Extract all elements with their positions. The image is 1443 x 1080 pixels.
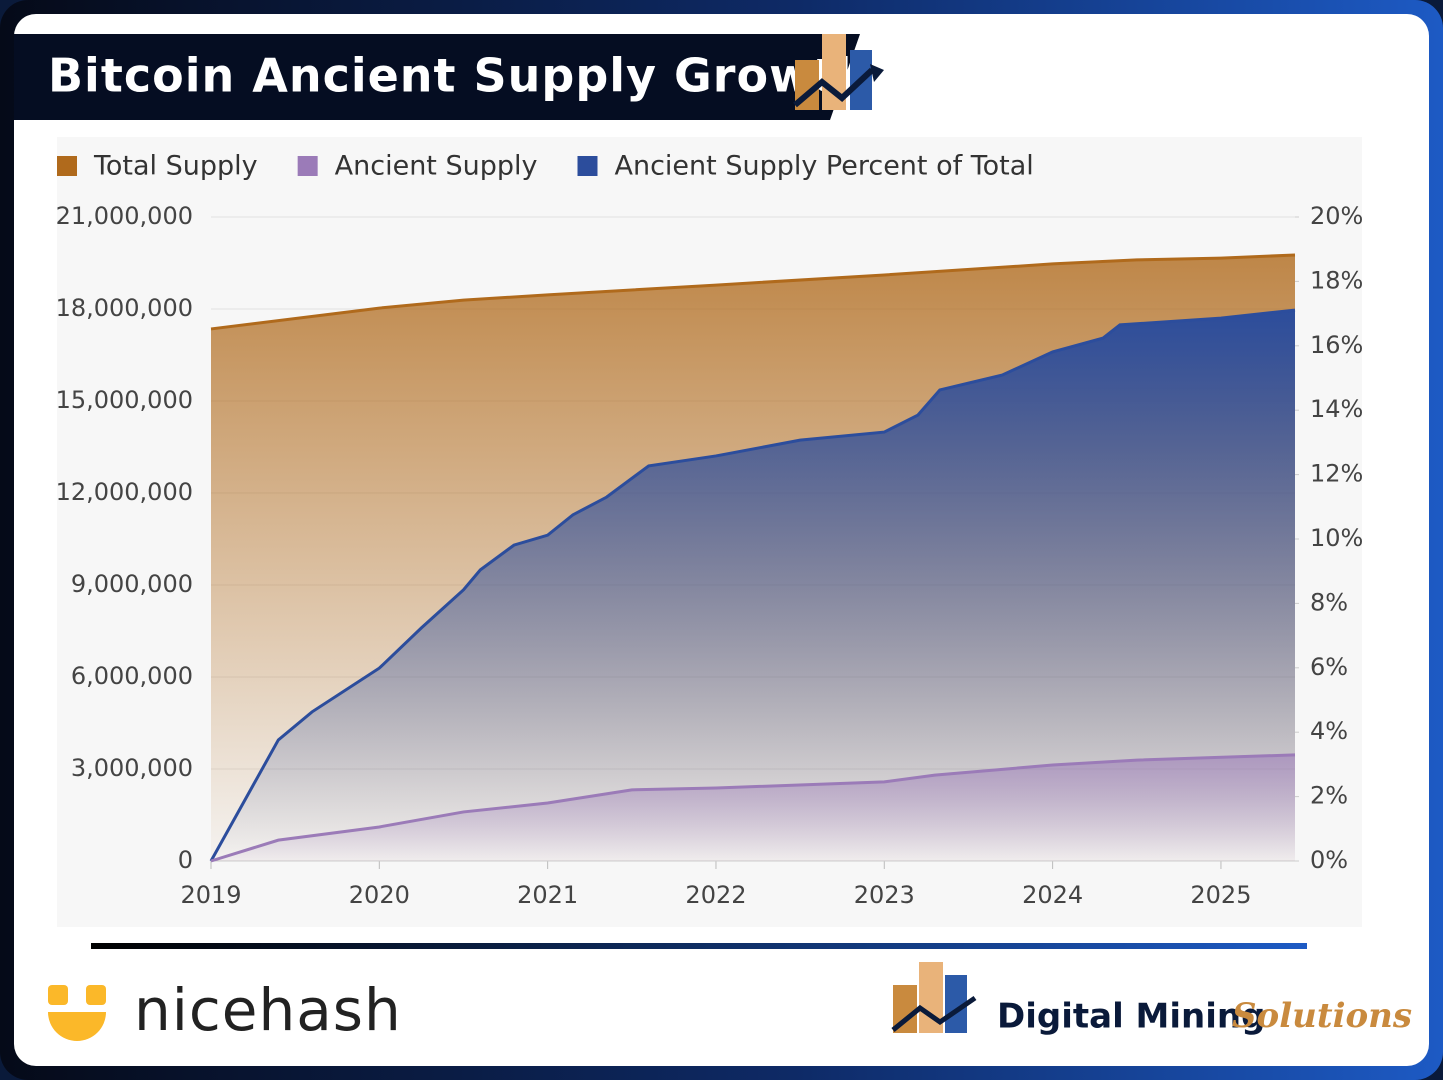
y2-tick-label: 20% bbox=[1310, 202, 1363, 230]
y-tick-label: 9,000,000 bbox=[71, 570, 193, 598]
y-tick-label: 0 bbox=[178, 846, 193, 874]
legend-label: Ancient Supply bbox=[335, 151, 538, 182]
y2-tick-label: 6% bbox=[1310, 653, 1348, 681]
y2-tick-label: 18% bbox=[1310, 266, 1363, 294]
x-tick-label: 2023 bbox=[854, 881, 915, 909]
nicehash-wordmark: nicehash bbox=[134, 976, 402, 1044]
area-fill bbox=[211, 310, 1295, 862]
y-tick-label: 15,000,000 bbox=[56, 386, 193, 414]
x-tick-label: 2024 bbox=[1022, 881, 1083, 909]
x-tick-label: 2021 bbox=[517, 881, 578, 909]
nicehash-logo bbox=[48, 985, 106, 1041]
y2-tick-label: 16% bbox=[1310, 331, 1363, 359]
y2-tick-label: 12% bbox=[1310, 460, 1363, 488]
y2-tick-label: 8% bbox=[1310, 588, 1348, 616]
series-line bbox=[210, 753, 1296, 863]
area-fill bbox=[211, 754, 1295, 861]
dms-logo-icon bbox=[891, 962, 977, 1033]
y-tick-label: 21,000,000 bbox=[56, 202, 193, 230]
separator bbox=[91, 943, 1307, 949]
y2-tick-label: 10% bbox=[1310, 524, 1363, 552]
dms-accent: Solutions bbox=[1232, 996, 1412, 1036]
x-tick-label: 2022 bbox=[685, 881, 746, 909]
y-tick-label: 6,000,000 bbox=[71, 662, 193, 690]
legend-label: Ancient Supply Percent of Total bbox=[615, 151, 1034, 182]
dms-wordmark: Digital Mining bbox=[997, 997, 1265, 1037]
x-tick-label: 2025 bbox=[1190, 881, 1251, 909]
y2-tick-label: 0% bbox=[1310, 846, 1348, 874]
series-line bbox=[210, 253, 1296, 331]
x-tick-label: 2020 bbox=[349, 881, 410, 909]
y-tick-label: 12,000,000 bbox=[56, 478, 193, 506]
title-banner bbox=[14, 34, 860, 120]
chart-title: Bitcoin Ancient Supply Growth bbox=[48, 49, 869, 103]
y2-tick-label: 2% bbox=[1310, 782, 1348, 810]
y-tick-label: 3,000,000 bbox=[71, 754, 193, 782]
series-line bbox=[209, 308, 1296, 862]
y-tick-label: 18,000,000 bbox=[56, 294, 193, 322]
legend-label: Total Supply bbox=[93, 151, 258, 182]
logo-icon bbox=[793, 34, 884, 110]
x-tick-label: 2019 bbox=[180, 881, 241, 909]
y2-tick-label: 4% bbox=[1310, 717, 1348, 745]
legend-swatch bbox=[297, 156, 318, 176]
legend-swatch bbox=[57, 156, 77, 176]
y2-tick-label: 14% bbox=[1310, 395, 1363, 423]
legend-swatch bbox=[577, 156, 598, 176]
